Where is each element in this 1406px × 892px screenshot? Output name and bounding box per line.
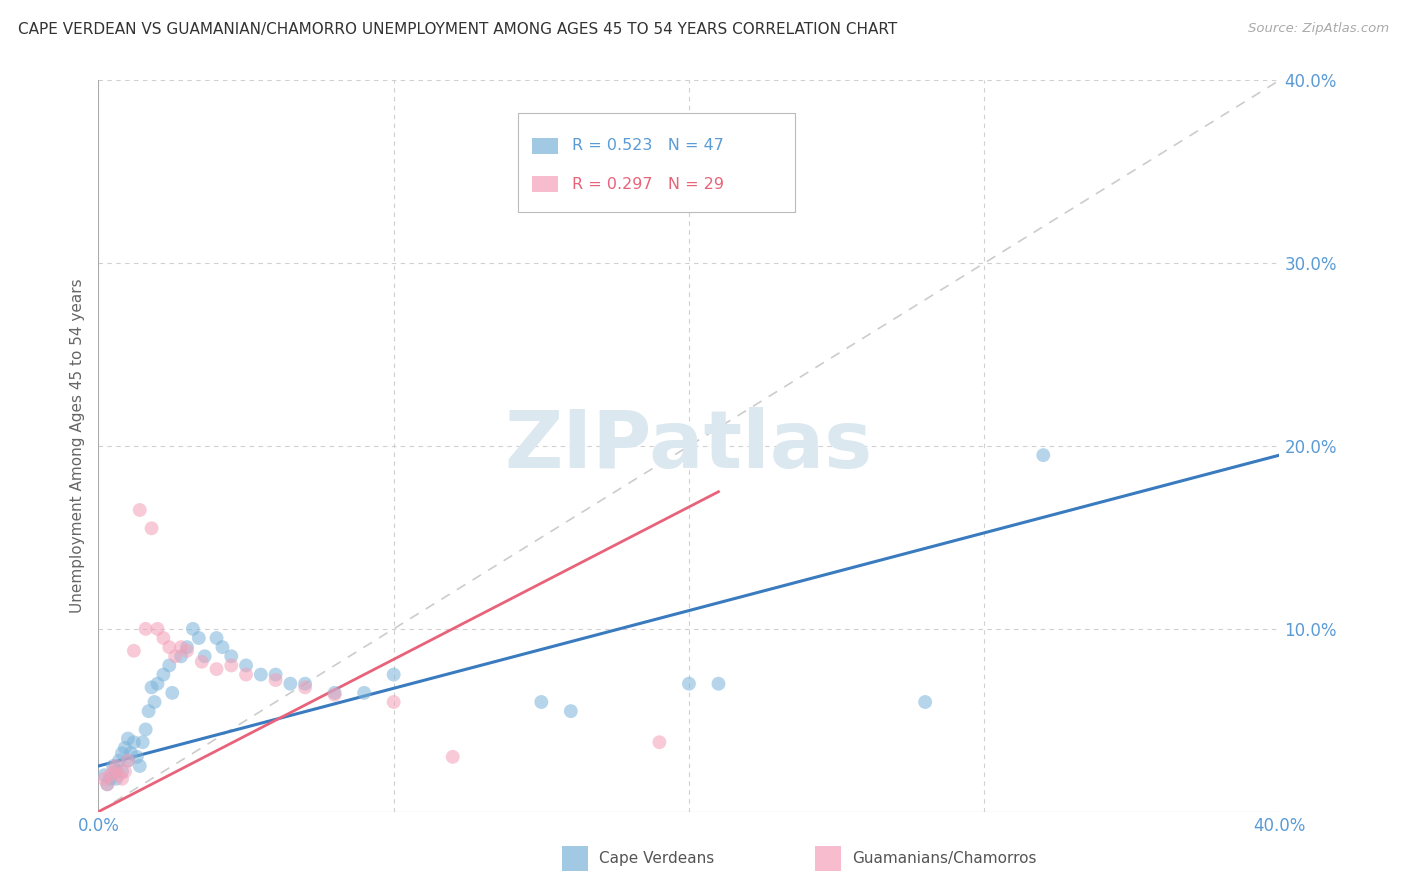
Point <box>170 640 193 655</box>
Bar <box>815 846 841 871</box>
Point <box>382 667 405 681</box>
Point <box>111 746 134 760</box>
Point <box>114 764 136 779</box>
Point <box>117 754 139 768</box>
FancyBboxPatch shape <box>531 137 558 153</box>
Point <box>93 768 115 782</box>
Point <box>117 731 139 746</box>
Point <box>103 759 125 773</box>
Point <box>707 676 730 690</box>
Y-axis label: Unemployment Among Ages 45 to 54 years: Unemployment Among Ages 45 to 54 years <box>69 278 84 614</box>
Point <box>146 676 169 690</box>
Bar <box>562 846 588 871</box>
Point <box>122 735 145 749</box>
Point <box>152 667 174 681</box>
FancyBboxPatch shape <box>531 177 558 193</box>
Point <box>530 695 553 709</box>
Point <box>162 686 183 700</box>
Point <box>323 686 346 700</box>
Point <box>135 723 157 737</box>
Point <box>114 740 136 755</box>
Point <box>105 772 128 786</box>
Point <box>96 777 118 791</box>
Point <box>264 667 287 681</box>
Point <box>323 688 346 702</box>
Point <box>176 640 198 655</box>
Point <box>1032 448 1054 462</box>
Point <box>111 764 134 779</box>
Point <box>98 768 121 782</box>
Point <box>235 667 257 681</box>
Point <box>170 649 193 664</box>
Point <box>353 686 375 700</box>
Point <box>103 764 125 779</box>
Point <box>128 503 150 517</box>
Point <box>143 695 166 709</box>
Point <box>176 644 198 658</box>
Point <box>117 754 139 768</box>
Point <box>120 746 142 760</box>
Point <box>132 735 155 749</box>
Point <box>111 772 134 786</box>
Point <box>96 777 118 791</box>
Point <box>181 622 204 636</box>
Point <box>221 658 243 673</box>
Point <box>294 681 316 695</box>
Point <box>135 622 157 636</box>
Point <box>441 749 464 764</box>
Point <box>382 695 405 709</box>
Point <box>122 644 145 658</box>
Point <box>264 673 287 687</box>
Point <box>191 655 214 669</box>
Point <box>146 622 169 636</box>
Point <box>211 640 233 655</box>
Point <box>560 704 582 718</box>
Text: Guamanians/Chamorros: Guamanians/Chamorros <box>852 851 1036 865</box>
Point <box>105 759 128 773</box>
Point <box>108 754 131 768</box>
Point <box>294 676 316 690</box>
FancyBboxPatch shape <box>517 113 796 212</box>
Text: ZIPatlas: ZIPatlas <box>505 407 873 485</box>
Text: R = 0.523   N = 47: R = 0.523 N = 47 <box>572 138 724 153</box>
Point <box>205 662 228 676</box>
Point <box>205 631 228 645</box>
Text: R = 0.297   N = 29: R = 0.297 N = 29 <box>572 177 724 192</box>
Point <box>914 695 936 709</box>
Point <box>108 768 131 782</box>
Text: CAPE VERDEAN VS GUAMANIAN/CHAMORRO UNEMPLOYMENT AMONG AGES 45 TO 54 YEARS CORREL: CAPE VERDEAN VS GUAMANIAN/CHAMORRO UNEMP… <box>18 22 897 37</box>
Point <box>165 649 187 664</box>
Text: Cape Verdeans: Cape Verdeans <box>599 851 714 865</box>
Point <box>194 649 217 664</box>
Point <box>141 681 163 695</box>
Point <box>157 640 180 655</box>
Point <box>141 521 163 535</box>
Point <box>250 667 273 681</box>
Point <box>157 658 180 673</box>
Point <box>105 764 128 779</box>
Point <box>152 631 174 645</box>
Point <box>93 772 115 786</box>
Point <box>678 676 700 690</box>
Point <box>138 704 160 718</box>
Point <box>235 658 257 673</box>
Point <box>187 631 209 645</box>
Point <box>98 772 121 786</box>
Text: Source: ZipAtlas.com: Source: ZipAtlas.com <box>1249 22 1389 36</box>
Point <box>280 676 302 690</box>
Point <box>221 649 243 664</box>
Point <box>648 735 671 749</box>
Point <box>128 759 150 773</box>
Point <box>125 749 148 764</box>
